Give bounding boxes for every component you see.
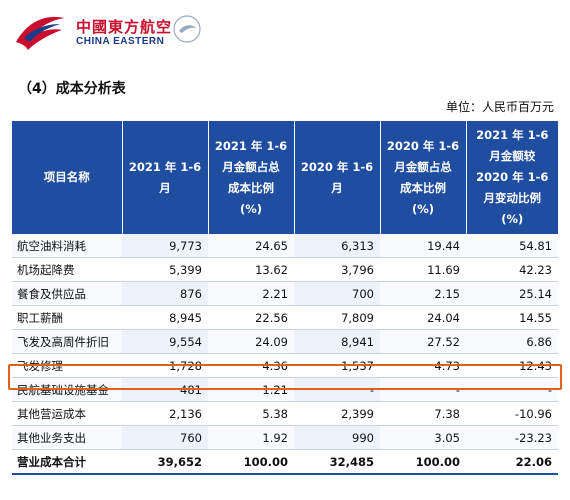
cell-share-2020: 2.15 bbox=[380, 281, 466, 306]
table-total-row: 营业成本合计 39,652 100.00 32,485 100.00 22.06 bbox=[12, 449, 558, 475]
cell-amount-2020: - bbox=[294, 377, 380, 402]
skyteam-seal-icon bbox=[173, 15, 201, 43]
cell-amount-2021: 760 bbox=[122, 425, 208, 450]
cell-share-2021: 24.09 bbox=[208, 329, 294, 354]
section-title: （4）成本分析表 bbox=[18, 81, 126, 97]
cell-item-name: 航空油料消耗 bbox=[12, 234, 122, 258]
cell-amount-2020: 8,941 bbox=[294, 329, 380, 354]
cell-share-2021: 2.21 bbox=[208, 281, 294, 306]
cell-item-name: 飞发修理 bbox=[12, 353, 122, 378]
cell-share-2020: 27.52 bbox=[380, 329, 466, 354]
table-header-row: 项目名称 2021 年 1-6 月 2021 年 1-6 月金额占总 成本比例 (%) … bbox=[12, 121, 558, 234]
cell-amount-2021: 5,399 bbox=[122, 257, 208, 282]
cell-share-2020: 24.04 bbox=[380, 305, 466, 330]
cell-share-2021: 5.38 bbox=[208, 401, 294, 426]
cell-amount-2020: 1,537 bbox=[294, 353, 380, 378]
cell-change-ratio: 14.55 bbox=[466, 305, 558, 330]
header-2021-amount: 2021 年 1-6 月 bbox=[122, 121, 209, 234]
cell-share-2020: - bbox=[380, 377, 466, 402]
cell-change-ratio: - bbox=[466, 377, 558, 402]
cell-amount-2021: 481 bbox=[122, 377, 208, 402]
table-row: 飞发修理 1,728 4.36 1,537 4.73 12.43 bbox=[12, 353, 558, 378]
cell-amount-2021: 9,554 bbox=[122, 329, 208, 354]
total-share-2020: 100.00 bbox=[380, 449, 466, 475]
total-amount-2021: 39,652 bbox=[122, 449, 208, 475]
header-change-ratio: 2021 年 1-6 月金额较 2020 年 1-6 月变动比例 (%) bbox=[466, 121, 558, 234]
header-item-name: 项目名称 bbox=[12, 121, 123, 234]
swallow-logo-icon bbox=[16, 16, 64, 50]
cell-amount-2020: 2,399 bbox=[294, 401, 380, 426]
cell-change-ratio: 25.14 bbox=[466, 281, 558, 306]
cell-change-ratio: -23.23 bbox=[466, 425, 558, 450]
cell-share-2021: 1.92 bbox=[208, 425, 294, 450]
cell-share-2020: 3.05 bbox=[380, 425, 466, 450]
cell-share-2021: 1.21 bbox=[208, 377, 294, 402]
total-amount-2020: 32,485 bbox=[294, 449, 380, 475]
cell-amount-2021: 876 bbox=[122, 281, 208, 306]
cell-amount-2021: 2,136 bbox=[122, 401, 208, 426]
table-row: 航空油料消耗 9,773 24.65 6,313 19.44 54.81 bbox=[12, 234, 558, 258]
total-item-name: 营业成本合计 bbox=[12, 449, 122, 475]
cell-share-2020: 19.44 bbox=[380, 234, 466, 258]
cost-analysis-table: 项目名称 2021 年 1-6 月 2021 年 1-6 月金额占总 成本比例 (%) … bbox=[12, 121, 558, 475]
cell-amount-2021: 8,945 bbox=[122, 305, 208, 330]
cell-amount-2021: 9,773 bbox=[122, 234, 208, 258]
logo-chinese-name: 中國東方航空 bbox=[76, 18, 173, 36]
cell-item-name: 机场起降费 bbox=[12, 257, 122, 282]
total-share-2021: 100.00 bbox=[208, 449, 294, 475]
currency-unit-label: 单位：人民币百万元 bbox=[445, 100, 554, 114]
header-2020-amount: 2020 年 1-6 月 bbox=[294, 121, 381, 234]
logo-english-name: CHINA EASTERN bbox=[76, 36, 165, 47]
cell-change-ratio: -10.96 bbox=[466, 401, 558, 426]
cell-change-ratio: 12.43 bbox=[466, 353, 558, 378]
cell-item-name: 其他业务支出 bbox=[12, 425, 122, 450]
cell-share-2020: 11.69 bbox=[380, 257, 466, 282]
table-row: 飞发及高周件折旧 9,554 24.09 8,941 27.52 6.86 bbox=[12, 329, 558, 354]
cell-item-name: 飞发及高周件折旧 bbox=[12, 329, 122, 354]
cell-amount-2020: 700 bbox=[294, 281, 380, 306]
table-row: 民航基础设施基金 481 1.21- - - bbox=[12, 377, 558, 402]
cell-share-2021: 24.65 bbox=[208, 234, 294, 258]
table-row: 职工薪酬 8,945 22.56 7,809 24.04 14.55 bbox=[12, 305, 558, 330]
cell-item-name: 餐食及供应品 bbox=[12, 281, 122, 306]
cell-amount-2021: 1,728 bbox=[122, 353, 208, 378]
cell-item-name: 职工薪酬 bbox=[12, 305, 122, 330]
cell-share-2020: 7.38 bbox=[380, 401, 466, 426]
cell-share-2020: 4.73 bbox=[380, 353, 466, 378]
cell-share-2021: 13.62 bbox=[208, 257, 294, 282]
cell-change-ratio: 54.81 bbox=[466, 234, 558, 258]
cell-change-ratio: 6.86 bbox=[466, 329, 558, 354]
cell-amount-2020: 6,313 bbox=[294, 234, 380, 258]
cell-share-2021: 4.36 bbox=[208, 353, 294, 378]
china-eastern-logo: 中國東方航空 CHINA EASTERN bbox=[14, 8, 204, 52]
table-row: 其他业务支出 760 1.92 990 3.05 -23.23 bbox=[12, 425, 558, 450]
cell-amount-2020: 990 bbox=[294, 425, 380, 450]
table-row: 其他营运成本 2,136 5.38 2,399 7.38 -10.96 bbox=[12, 401, 558, 426]
header-2020-share: 2020 年 1-6 月金额占总 成本比例 (%) bbox=[380, 121, 467, 234]
header-2021-share: 2021 年 1-6 月金额占总 成本比例 (%) bbox=[208, 121, 295, 234]
table-row: 餐食及供应品 876 2.21 700 2.15 25.14 bbox=[12, 281, 558, 306]
cell-amount-2020: 3,796 bbox=[294, 257, 380, 282]
total-change-ratio: 22.06 bbox=[466, 449, 558, 475]
cell-share-2021: 22.56 bbox=[208, 305, 294, 330]
cell-amount-2020: 7,809 bbox=[294, 305, 380, 330]
table-row: 机场起降费 5,399 13.62 3,796 11.69 42.23 bbox=[12, 257, 558, 282]
cell-item-name: 其他营运成本 bbox=[12, 401, 122, 426]
cell-change-ratio: 42.23 bbox=[466, 257, 558, 282]
cell-item-name: 民航基础设施基金 bbox=[12, 377, 122, 402]
